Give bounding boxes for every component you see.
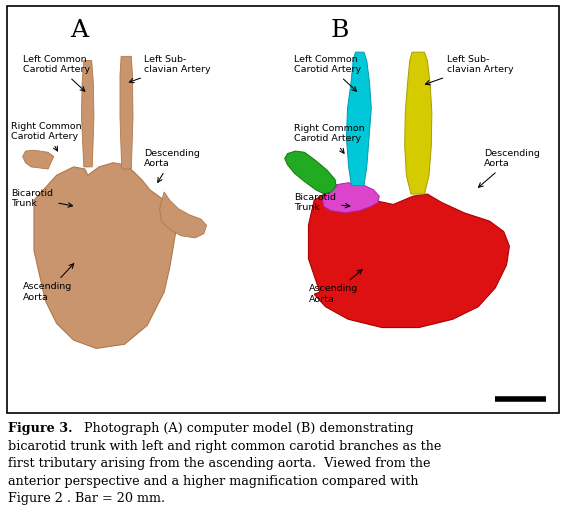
Text: A: A (70, 19, 88, 42)
Text: Bicarotid
Trunk: Bicarotid Trunk (294, 193, 350, 212)
Text: Descending
Aorta: Descending Aorta (144, 149, 200, 182)
PathPatch shape (346, 52, 371, 186)
Text: Figure 2 . Bar = 20 mm.: Figure 2 . Bar = 20 mm. (8, 492, 166, 505)
PathPatch shape (285, 151, 336, 194)
Text: Left Common
Carotid Artery: Left Common Carotid Artery (294, 55, 362, 91)
Text: Right Common
Carotid Artery: Right Common Carotid Artery (294, 124, 365, 153)
PathPatch shape (405, 52, 432, 194)
PathPatch shape (34, 163, 175, 349)
Text: Left Common
Carotid Artery: Left Common Carotid Artery (23, 55, 90, 91)
PathPatch shape (308, 186, 509, 328)
PathPatch shape (82, 60, 94, 167)
Text: anterior perspective and a higher magnification compared with: anterior perspective and a higher magnif… (8, 475, 419, 487)
Text: Figure 3.: Figure 3. (8, 422, 73, 435)
FancyBboxPatch shape (7, 6, 559, 413)
Text: Left Sub-
clavian Artery: Left Sub- clavian Artery (130, 55, 211, 83)
Text: Bicarotid
Trunk: Bicarotid Trunk (11, 188, 72, 208)
Text: first tributary arising from the ascending aorta.  Viewed from the: first tributary arising from the ascendi… (8, 457, 431, 470)
PathPatch shape (160, 192, 207, 238)
Text: Photograph (A) computer model (B) demonstrating: Photograph (A) computer model (B) demons… (76, 422, 413, 435)
Text: B: B (331, 19, 349, 42)
Text: Ascending
Aorta: Ascending Aorta (308, 270, 362, 304)
PathPatch shape (120, 56, 133, 169)
PathPatch shape (23, 150, 54, 169)
PathPatch shape (323, 183, 379, 213)
Text: bicarotid trunk with left and right common carotid branches as the: bicarotid trunk with left and right comm… (8, 439, 442, 453)
Text: Descending
Aorta: Descending Aorta (478, 149, 540, 187)
Text: Right Common
Carotid Artery: Right Common Carotid Artery (11, 122, 82, 151)
Text: Ascending
Aorta: Ascending Aorta (23, 264, 74, 302)
Text: Left Sub-
clavian Artery: Left Sub- clavian Artery (426, 55, 514, 85)
